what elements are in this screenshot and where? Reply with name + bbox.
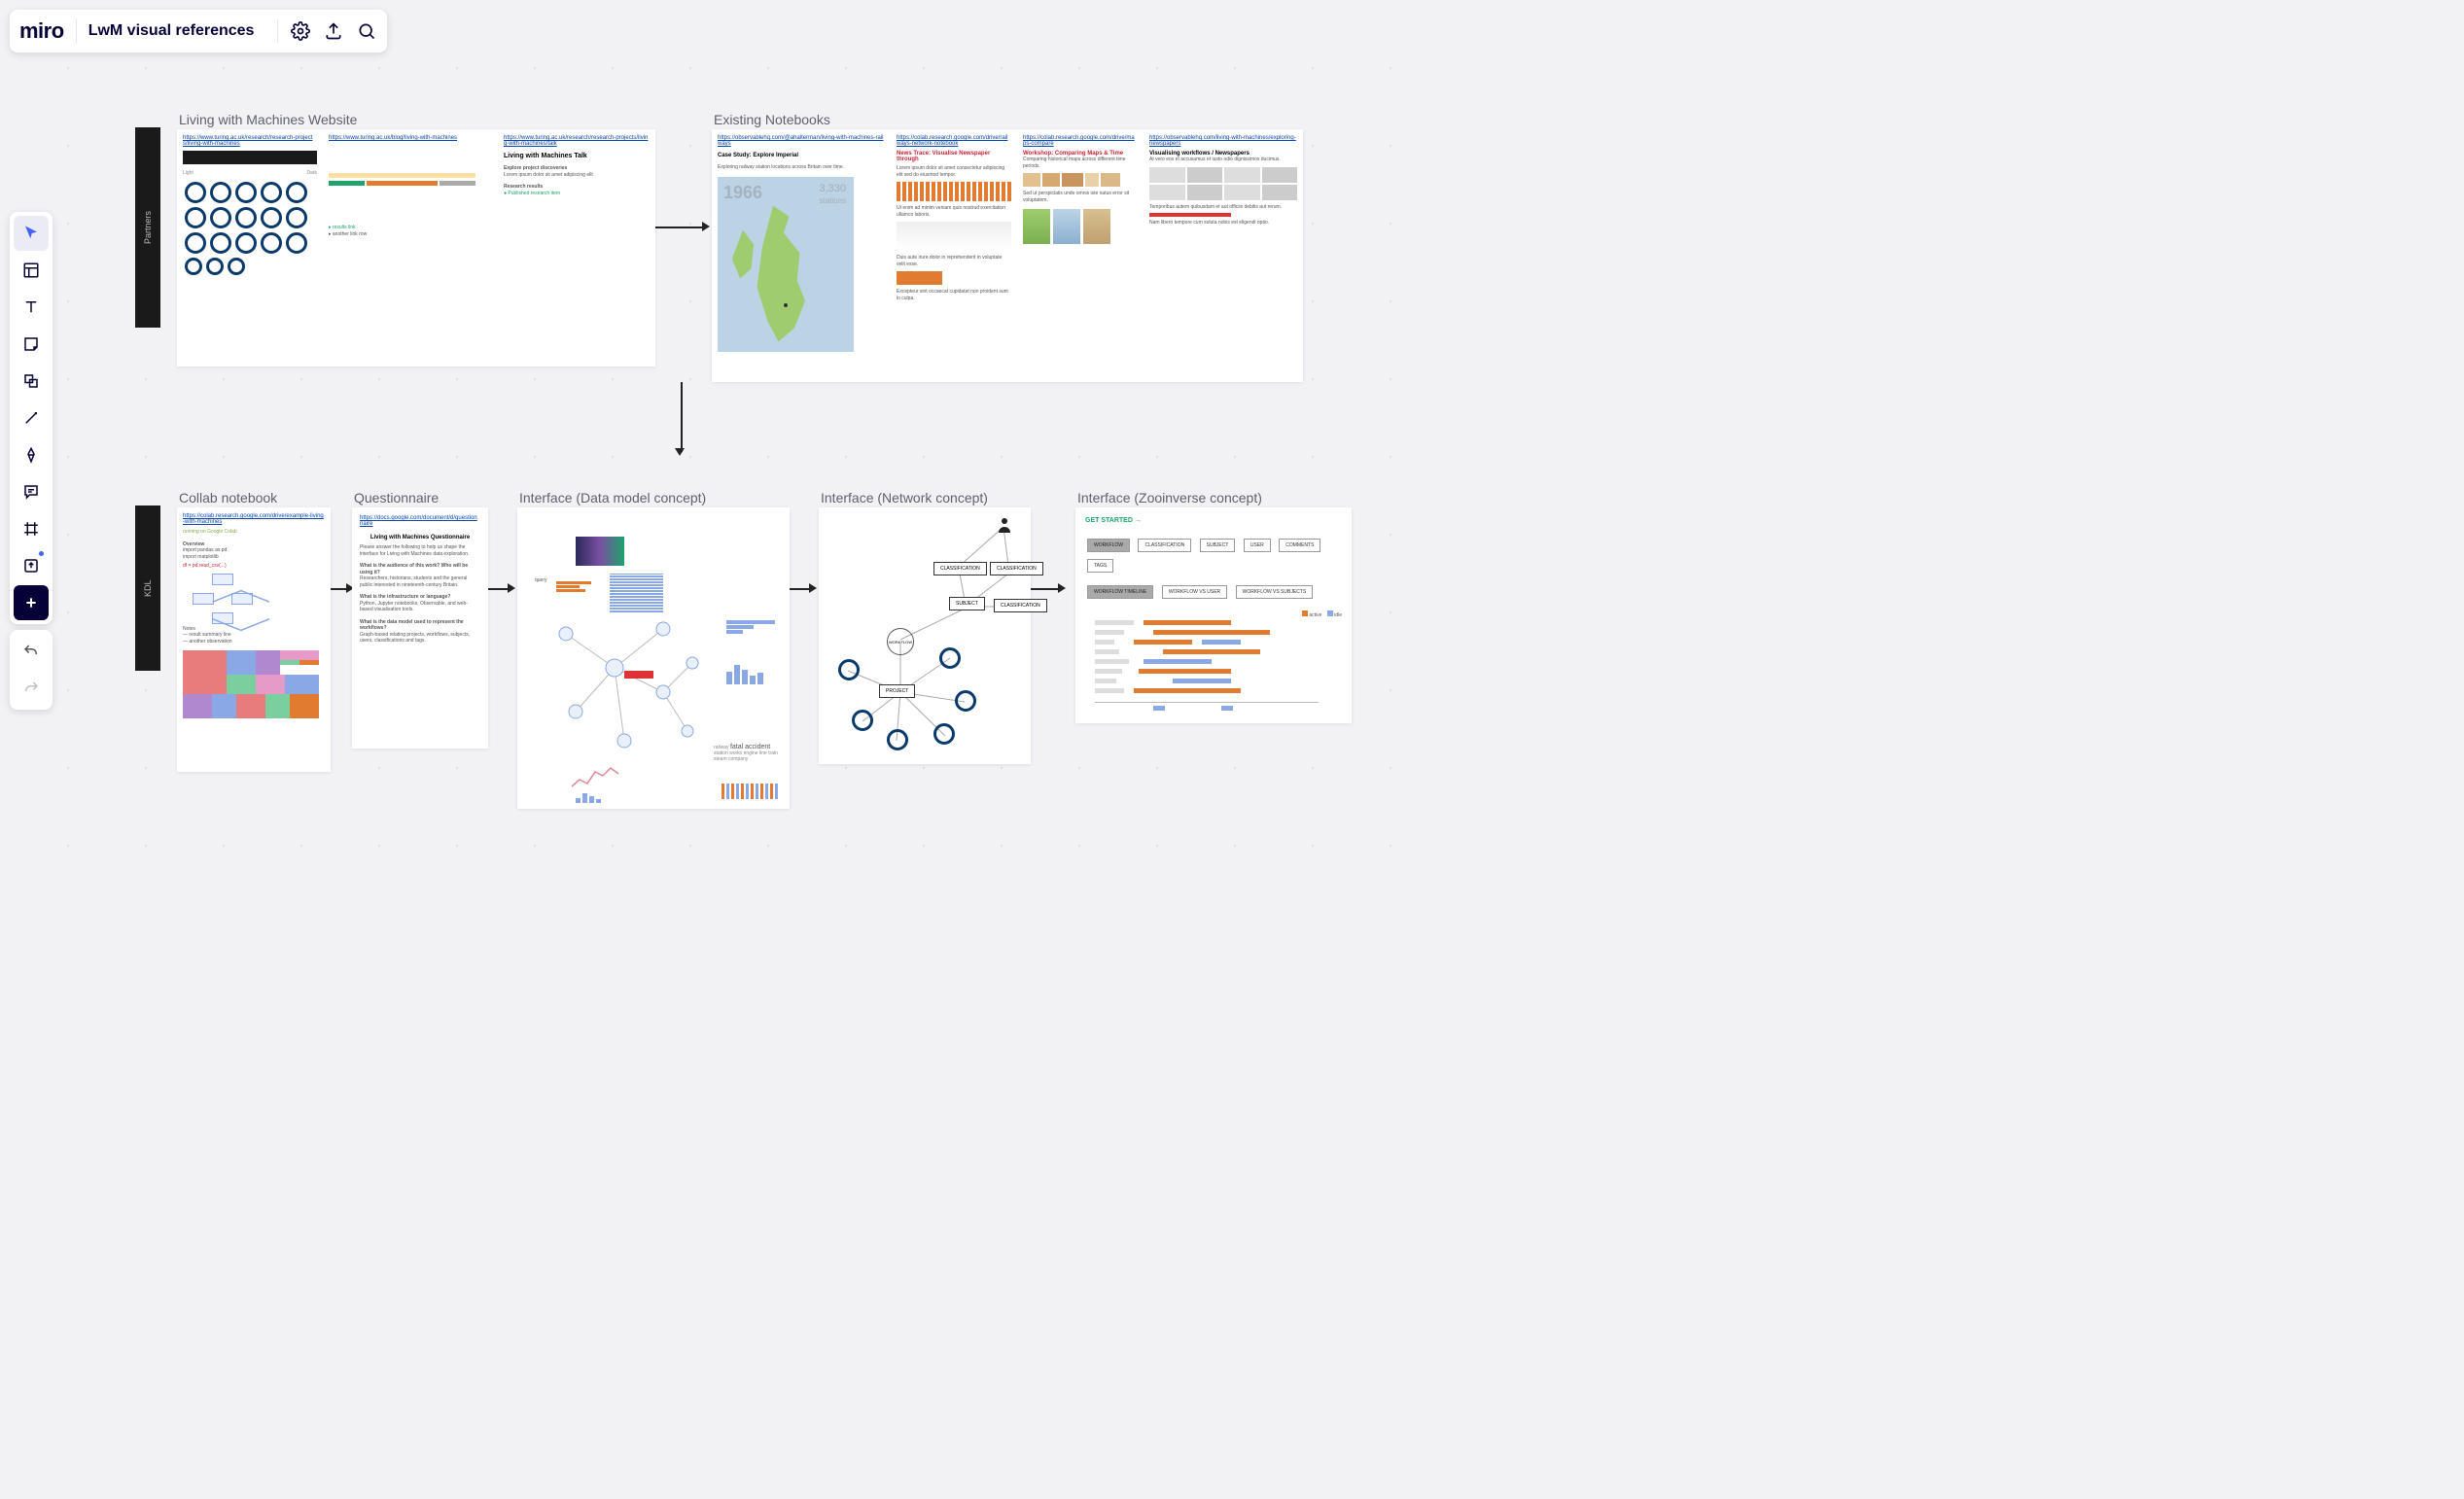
card-url: https://observablehq.com/@ahalterman/liv… <box>718 135 885 147</box>
treemap-chart <box>183 650 319 718</box>
card-url: https://docs.google.com/document/d/quest… <box>360 515 480 527</box>
arrow-head-icon <box>809 583 817 593</box>
frame-label-zooniverse[interactable]: Interface (Zooinverse concept) <box>1077 490 1262 505</box>
chip-classification[interactable]: CLASSIFICATION <box>1138 539 1191 552</box>
card-url: https://www.turing.ac.uk/research/resear… <box>183 135 317 147</box>
card-lwm-talk[interactable]: https://www.turing.ac.uk/research/resear… <box>498 129 655 366</box>
arrow-head-icon <box>702 222 710 231</box>
timeline-chart: active idle <box>1085 614 1342 721</box>
chip-workflow[interactable]: WORKFLOW <box>1087 539 1130 552</box>
frame-questionnaire[interactable]: https://docs.google.com/document/d/quest… <box>352 507 488 749</box>
chip-subject[interactable]: SUBJECT <box>1200 539 1236 552</box>
frame-label-notebooks[interactable]: Existing Notebooks <box>714 112 830 127</box>
uk-map: 1966 3,330 stations <box>718 177 854 352</box>
card-url: https://www.turing.ac.uk/research/resear… <box>504 135 650 147</box>
node-ring[interactable] <box>933 723 955 745</box>
word-cloud: railway fatal accident station works eng… <box>714 744 782 762</box>
card-notebook-maps[interactable]: https://colab.research.google.com/drive/… <box>1017 129 1144 382</box>
frame-notebooks[interactable]: https://observablehq.com/@ahalterman/liv… <box>712 129 1303 382</box>
node-ring[interactable] <box>838 659 860 680</box>
node-classification[interactable]: CLASSIFICATION <box>994 599 1047 612</box>
frame-label-questionnaire[interactable]: Questionnaire <box>354 490 439 505</box>
card-url: https://colab.research.google.com/drive/… <box>897 135 1011 147</box>
user-icon <box>998 517 1011 538</box>
card-url: https://colab.research.google.com/drive/… <box>183 513 325 525</box>
section-tab-label: Partners <box>143 211 153 244</box>
section-tab-partners[interactable]: Partners <box>135 127 160 328</box>
chip-workflow-user[interactable]: WORKFLOW VS USER <box>1162 585 1227 599</box>
section-tab-label: KDL <box>143 579 153 597</box>
get-started-label[interactable]: GET STARTED → <box>1085 517 1342 524</box>
mini-line-chart <box>572 762 620 791</box>
card-lwm-blog[interactable]: https://www.turing.ac.uk/blog/living-wit… <box>323 129 498 366</box>
arrow-connector <box>488 588 510 590</box>
frame-lwm-website[interactable]: https://www.turing.ac.uk/research/resear… <box>177 129 655 366</box>
frame-label-collab[interactable]: Collab notebook <box>179 490 277 505</box>
frame-label-network[interactable]: Interface (Network concept) <box>821 490 988 505</box>
node-classification[interactable]: CLASSIFICATION <box>990 562 1043 575</box>
frame-datamodel[interactable]: query <box>517 507 790 809</box>
arrow-head-icon <box>1058 583 1066 593</box>
card-lwm-partners[interactable]: https://www.turing.ac.uk/research/resear… <box>177 129 323 366</box>
arrow-connector <box>790 588 811 590</box>
section-tab-kdl[interactable]: KDL <box>135 505 160 671</box>
concept-graph <box>546 614 712 770</box>
header-strip <box>183 151 317 164</box>
frame-label-datamodel[interactable]: Interface (Data model concept) <box>519 490 706 505</box>
frame-collab[interactable]: https://colab.research.google.com/drive/… <box>177 507 331 772</box>
chip-comments[interactable]: COMMENTS <box>1279 539 1320 552</box>
chip-row-views: WORKFLOW TIMELINE WORKFLOW VS USER WORKF… <box>1085 580 1342 601</box>
canvas[interactable]: Partners Living with Machines Website ht… <box>0 0 1437 875</box>
chip-workflow-subjects[interactable]: WORKFLOW VS SUBJECTS <box>1236 585 1314 599</box>
node-ring[interactable] <box>939 647 961 669</box>
mini-heatmap <box>576 537 624 566</box>
chip-workflow-timeline[interactable]: WORKFLOW TIMELINE <box>1087 585 1153 599</box>
node-classification[interactable]: CLASSIFICATION <box>933 562 987 575</box>
card-url: https://observablehq.com/living-with-mac… <box>1149 135 1297 147</box>
network-edges <box>819 507 1031 764</box>
chip-user[interactable]: USER <box>1244 539 1271 552</box>
node-ring[interactable] <box>955 690 976 712</box>
chip-row-types: WORKFLOW CLASSIFICATION SUBJECT USER COM… <box>1085 534 1342 575</box>
chip-tags[interactable]: TAGS <box>1087 559 1113 573</box>
card-notebook-newspapers[interactable]: https://observablehq.com/living-with-mac… <box>1144 129 1303 382</box>
card-heading: Living with Machines Talk <box>504 153 650 159</box>
node-ring[interactable] <box>852 710 873 731</box>
card-notebook-news[interactable]: https://colab.research.google.com/drive/… <box>891 129 1017 382</box>
node-subject[interactable]: SUBJECT <box>949 597 985 610</box>
arrow-head-icon <box>675 448 685 456</box>
arrow-connector <box>655 227 704 228</box>
arrow-head-icon <box>508 583 515 593</box>
card-url: https://colab.research.google.com/drive/… <box>1023 135 1138 147</box>
progress-bar <box>329 173 475 178</box>
frame-zooniverse[interactable]: GET STARTED → WORKFLOW CLASSIFICATION SU… <box>1075 507 1352 723</box>
frame-network[interactable]: CLASSIFICATION CLASSIFICATION SUBJECT CL… <box>819 507 1031 764</box>
node-workflow[interactable]: WORKFLOW <box>887 628 914 655</box>
node-ring[interactable] <box>887 729 908 750</box>
card-notebook-map[interactable]: https://observablehq.com/@ahalterman/liv… <box>712 129 891 382</box>
arrow-connector <box>1031 588 1060 590</box>
partner-rings <box>183 180 309 277</box>
node-project[interactable]: PROJECT <box>879 684 915 698</box>
arrow-connector-down <box>681 382 683 452</box>
frame-label-lwm-website[interactable]: Living with Machines Website <box>179 112 357 127</box>
